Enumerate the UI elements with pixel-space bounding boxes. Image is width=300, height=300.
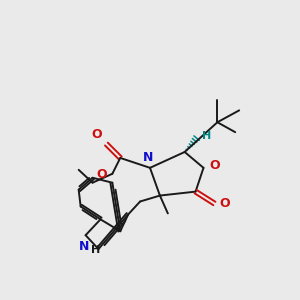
Text: N: N bbox=[143, 151, 153, 164]
Text: H: H bbox=[91, 245, 100, 255]
Text: O: O bbox=[219, 197, 230, 210]
Text: O: O bbox=[97, 168, 107, 181]
Text: O: O bbox=[209, 159, 220, 172]
Text: H: H bbox=[202, 131, 211, 141]
Text: N: N bbox=[78, 240, 89, 253]
Text: O: O bbox=[92, 128, 102, 141]
